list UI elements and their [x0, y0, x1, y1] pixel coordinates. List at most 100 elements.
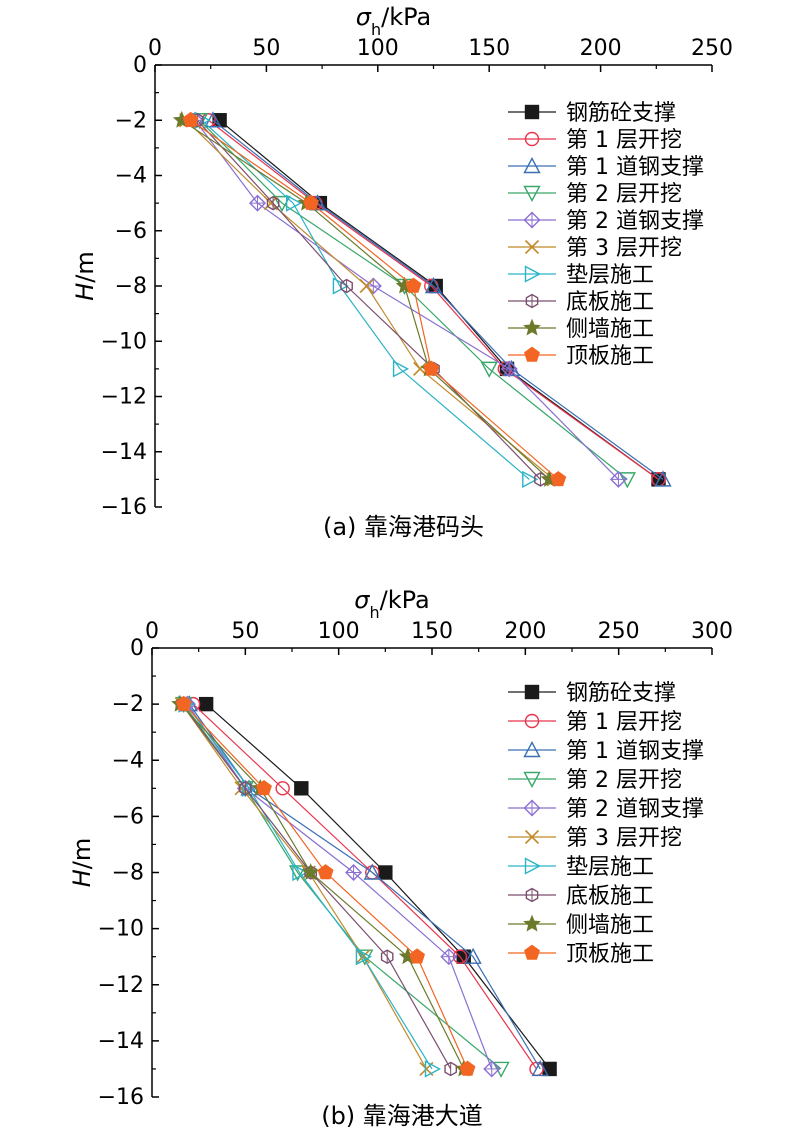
y-tick-label: 0: [133, 53, 147, 78]
y-tick-label: −14: [98, 1029, 144, 1054]
data-point: [550, 471, 567, 487]
data-point: [500, 360, 518, 378]
x-axis-title: σh/kPa: [354, 586, 429, 622]
x-tick-label: 50: [231, 619, 259, 644]
data-point: [444, 1061, 457, 1077]
legend-label: 垫层施工: [566, 263, 654, 288]
y-tick-label: −4: [112, 748, 144, 773]
x-tick-label: 200: [580, 36, 622, 61]
data-point: [294, 781, 309, 796]
x-tick-label: 0: [148, 36, 162, 61]
y-tick-label: −16: [101, 495, 147, 520]
data-point: [355, 948, 372, 966]
series-4: [175, 696, 510, 1078]
legend-marker: [524, 104, 540, 120]
series-7: [194, 111, 539, 489]
series-10: [175, 695, 476, 1076]
y-tick-label: −10: [101, 329, 147, 354]
legend-label: 第 2 层开挖: [566, 182, 682, 207]
series-line: [188, 703, 541, 1070]
data-point: [609, 470, 627, 488]
chart-2: 0 50 100 150 200 250 300 0 −2 −4 −6 −8 −10 −12 −14 −16 σ…: [68, 586, 733, 1130]
legend-label: 顶板施工: [566, 942, 654, 967]
series-3: [180, 695, 549, 1077]
legend-label: 第 2 道钢支撑: [566, 797, 704, 822]
data-point: [364, 277, 382, 295]
chart-caption: (b) 靠海港大道: [321, 1102, 483, 1130]
series-line: [185, 119, 555, 480]
legend-marker: [524, 131, 540, 147]
legend-marker: [523, 771, 541, 788]
data-point: [423, 360, 440, 376]
legend-marker: [523, 318, 541, 336]
legend-label: 底板施工: [566, 884, 654, 909]
data-point: [332, 277, 349, 295]
legend-marker: [524, 684, 540, 700]
legend-marker: [523, 157, 541, 174]
series-line: [181, 119, 550, 480]
data-point: [378, 865, 393, 880]
data-point: [459, 1060, 476, 1076]
legend-marker: [523, 741, 541, 758]
series-10: [182, 111, 567, 487]
data-point: [654, 470, 672, 487]
legend-marker: [523, 914, 541, 932]
legend-marker: [524, 944, 540, 960]
data-point: [531, 1059, 549, 1077]
data-point: [288, 865, 307, 882]
series-line: [187, 703, 493, 1070]
data-point: [405, 277, 422, 293]
y-tick-label: −12: [101, 385, 147, 410]
data-point: [263, 196, 278, 211]
data-point: [198, 696, 214, 712]
x-tick-label: 250: [598, 619, 640, 644]
data-point: [359, 278, 374, 294]
legend-marker: [525, 293, 539, 309]
legend-label: 垫层施工: [566, 855, 654, 880]
legend-label: 第 2 层开挖: [566, 768, 682, 793]
series-line: [181, 703, 452, 1070]
data-point: [285, 194, 303, 212]
data-point: [275, 781, 290, 796]
x-tick-label: 150: [411, 619, 453, 644]
series-3: [204, 111, 672, 487]
y-tick-label: −10: [98, 917, 144, 942]
series-line: [196, 119, 541, 480]
legend-label: 钢筋砼支撑: [566, 101, 676, 126]
legend-label: 顶板施工: [566, 344, 654, 369]
data-point: [292, 863, 309, 882]
data-point: [424, 1060, 441, 1078]
data-point: [440, 948, 458, 966]
series-line: [194, 119, 619, 480]
series-line: [201, 119, 530, 480]
series-line: [185, 703, 433, 1070]
legend-marker: [524, 346, 540, 362]
x-tick-label: 200: [504, 619, 546, 644]
y-axis-title: H/m: [71, 251, 99, 301]
legend-label: 第 1 层开挖: [566, 128, 682, 153]
series-2: [185, 696, 544, 1077]
series-line: [212, 119, 664, 480]
y-tick-label: −8: [112, 861, 144, 886]
legend-label: 第 3 层开挖: [566, 826, 682, 851]
series-line: [183, 703, 502, 1070]
y-tick-label: −2: [115, 108, 147, 133]
x-axis-title: σh/kPa: [356, 3, 431, 39]
legend-label: 第 1 道钢支撑: [566, 155, 704, 180]
series-6: [174, 697, 434, 1077]
legend-marker: [523, 211, 541, 229]
x-tick-label: 0: [145, 619, 159, 644]
legend-label: 钢筋砼支撑: [566, 681, 676, 706]
y-tick-label: −4: [115, 164, 147, 189]
x-tick-label: 50: [252, 36, 280, 61]
x-tick-label: 150: [468, 36, 510, 61]
legend-marker: [523, 799, 541, 817]
y-tick-label: −2: [112, 692, 144, 717]
data-point: [248, 194, 266, 212]
legend-marker: [524, 265, 541, 283]
legend-marker: [525, 887, 539, 903]
data-point: [480, 361, 498, 378]
